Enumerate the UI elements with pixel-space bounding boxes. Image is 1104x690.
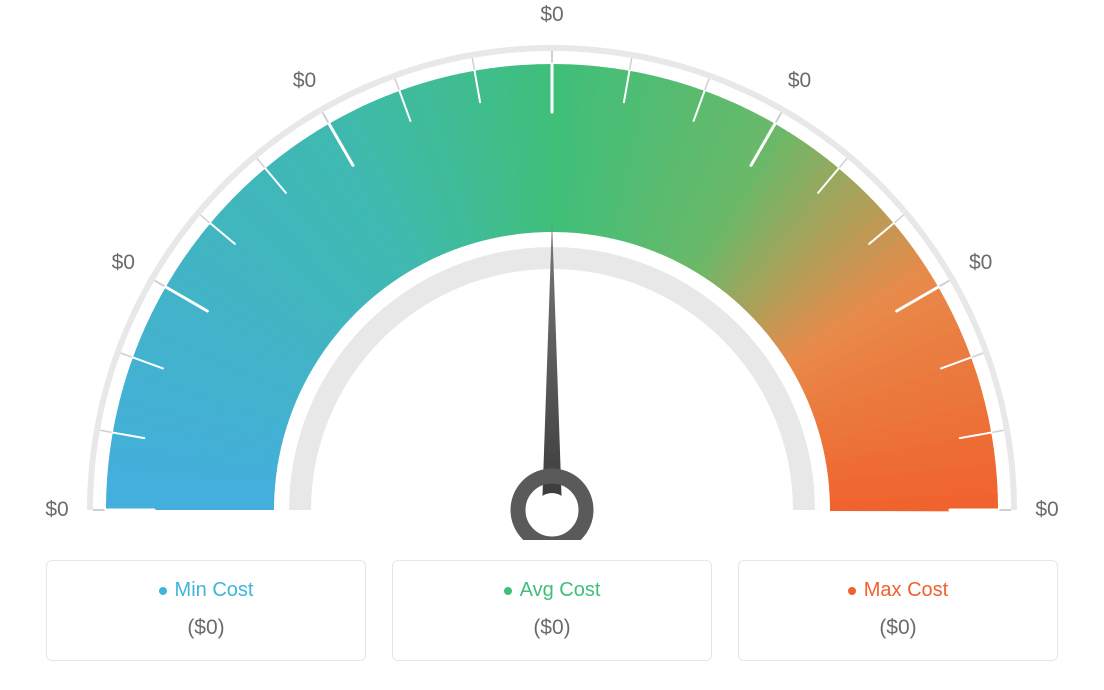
gauge-tick-label: $0 <box>1035 498 1058 522</box>
legend-dot-max <box>848 587 856 595</box>
legend-title-avg: Avg Cost <box>504 579 601 602</box>
gauge-tick-label: $0 <box>112 251 135 275</box>
legend-value-avg: ($0) <box>403 616 701 640</box>
legend-card-min: Min Cost ($0) <box>46 560 366 661</box>
legend-value-max: ($0) <box>749 616 1047 640</box>
gauge-tick-label: $0 <box>969 251 992 275</box>
legend-card-avg: Avg Cost ($0) <box>392 560 712 661</box>
legend-card-max: Max Cost ($0) <box>738 560 1058 661</box>
legend-dot-avg <box>504 587 512 595</box>
gauge-chart: $0 $0 $0 $0 $0 $0 $0 <box>0 0 1104 540</box>
gauge-tick-label: $0 <box>293 69 316 93</box>
legend-label-max: Max Cost <box>864 579 948 602</box>
legend-label-min: Min Cost <box>175 579 254 602</box>
gauge-svg <box>0 0 1104 540</box>
legend-title-min: Min Cost <box>159 579 254 602</box>
gauge-tick-label: $0 <box>788 69 811 93</box>
legend-dot-min <box>159 587 167 595</box>
legend-label-avg: Avg Cost <box>520 579 601 602</box>
legend-value-min: ($0) <box>57 616 355 640</box>
legend-title-max: Max Cost <box>848 579 948 602</box>
gauge-tick-label: $0 <box>45 498 68 522</box>
gauge-tick-label: $0 <box>540 3 563 27</box>
legend-row: Min Cost ($0) Avg Cost ($0) Max Cost ($0… <box>0 560 1104 661</box>
